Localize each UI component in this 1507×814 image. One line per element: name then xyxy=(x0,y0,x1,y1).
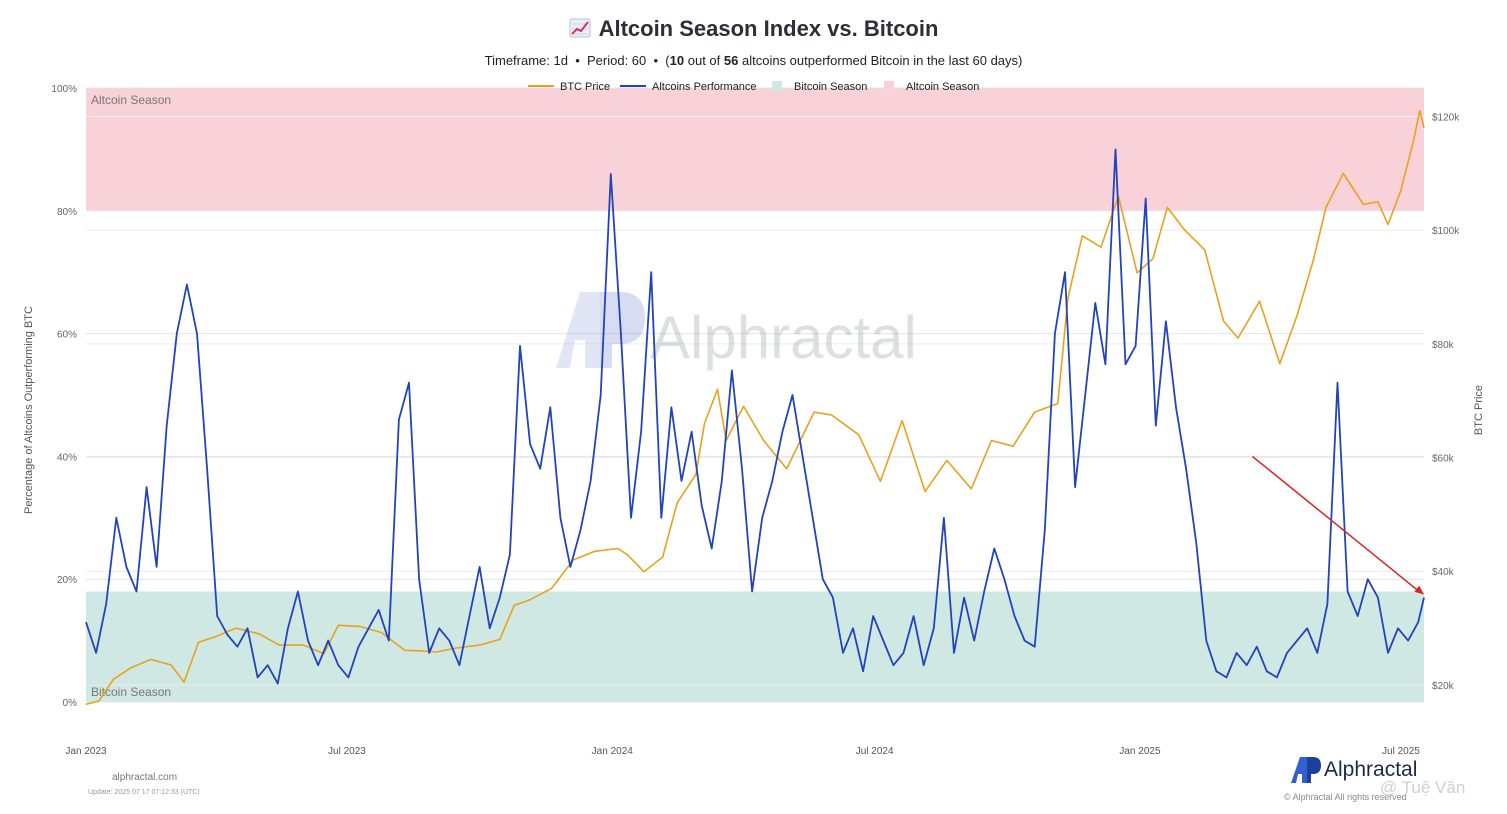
watermark: Alphractal xyxy=(556,292,917,371)
right-tick-label: $40k xyxy=(1432,567,1455,578)
watermark-text: Alphractal xyxy=(650,304,917,371)
left-tick-label: 0% xyxy=(63,698,78,709)
season-zones xyxy=(86,88,1424,702)
x-tick-label: Jul 2023 xyxy=(328,746,366,757)
chart-increasing-icon xyxy=(569,18,591,38)
chart-subtitle: Timeframe: 1d • Period: 60 • (10 out of … xyxy=(0,53,1507,68)
legend-label-3: Altcoin Season xyxy=(906,81,979,93)
x-axis: Jan 2023 Jul 2023 Jan 2024 Jul 2024 Jan 2025… xyxy=(65,746,1420,757)
legend-swatch-2 xyxy=(772,81,782,91)
right-tick-label: $80k xyxy=(1432,340,1455,351)
left-tick-label: 60% xyxy=(57,330,77,341)
subtitle-timeframe: Timeframe: 1d xyxy=(484,53,568,68)
right-tick-label: $60k xyxy=(1432,454,1455,465)
overlay-watermark: @ Tuệ Văn xyxy=(1380,778,1466,797)
left-axis-label: Percentage of Altcoins Outperforming BTC xyxy=(23,306,35,514)
annotations xyxy=(1251,455,1424,595)
trend-arrow-head-icon xyxy=(1414,585,1424,595)
grid-lines xyxy=(86,87,1424,703)
altcoin-season-zone xyxy=(86,88,1424,211)
subtitle-period: Period: 60 xyxy=(587,53,647,68)
subtitle-tail: altcoins outperformed Bitcoin in the las… xyxy=(741,53,1023,68)
x-tick-label: Jul 2024 xyxy=(856,746,894,757)
right-tick-label: $20k xyxy=(1432,681,1455,692)
x-tick-label: Jul 2025 xyxy=(1382,746,1420,757)
brand-logo: Alphractal xyxy=(1290,756,1417,784)
subtitle-count: 10 xyxy=(669,53,685,68)
right-tick-label: $100k xyxy=(1432,226,1460,237)
chart-title: Altcoin Season Index vs. Bitcoin xyxy=(598,16,939,41)
brand-name: Alphractal xyxy=(1324,758,1418,781)
chart-title-row: Altcoin Season Index vs. Bitcoin xyxy=(0,16,1507,42)
x-tick-label: Jan 2023 xyxy=(65,746,107,757)
right-axis-label: BTC Price xyxy=(1473,385,1485,435)
zone-labels: Bitcoin Season Altcoin Season xyxy=(91,93,171,699)
altcoin-season-label: Altcoin Season xyxy=(91,93,171,107)
legend-label-0: BTC Price xyxy=(560,81,610,93)
site-url: alphractal.com xyxy=(112,772,178,783)
subtitle-mid: out of xyxy=(687,53,721,68)
bitcoin-season-label: Bitcoin Season xyxy=(91,685,171,699)
legend: BTC Price Altcoins Performance Bitcoin Sea… xyxy=(528,81,979,93)
altcoins-performance-line xyxy=(85,148,1425,685)
left-tick-label: 80% xyxy=(57,207,77,218)
legend-swatch-3 xyxy=(884,81,894,91)
legend-label-1: Altcoins Performance xyxy=(652,81,757,93)
btc-price-line xyxy=(85,109,1425,706)
left-tick-label: 40% xyxy=(57,452,77,463)
right-tick-label: $120k xyxy=(1432,112,1460,123)
left-axis: 0% 20% 40% 60% 80% 100% xyxy=(51,84,77,709)
subtitle-sep-2: • xyxy=(649,53,662,68)
legend-label-2: Bitcoin Season xyxy=(794,81,867,93)
x-tick-label: Jan 2024 xyxy=(592,746,634,757)
right-axis: $20k $40k $60k $80k $100k $120k xyxy=(1432,112,1460,692)
subtitle-paren-open: ( xyxy=(665,53,670,68)
series-lines xyxy=(85,109,1425,706)
alphractal-logo-icon xyxy=(1291,757,1321,783)
left-tick-label: 20% xyxy=(57,575,77,586)
left-tick-label: 100% xyxy=(51,84,77,95)
watermark-logo-icon xyxy=(556,292,645,368)
subtitle-total: 56 xyxy=(723,53,739,68)
update-timestamp: Update: 2025 07 17 07:12:33 (UTC) xyxy=(88,789,200,796)
subtitle-sep-1: • xyxy=(571,53,584,68)
copyright: © Alphractal All rights reserved xyxy=(1284,792,1407,802)
trend-arrow-line xyxy=(1251,455,1419,592)
x-tick-label: Jan 2025 xyxy=(1119,746,1161,757)
